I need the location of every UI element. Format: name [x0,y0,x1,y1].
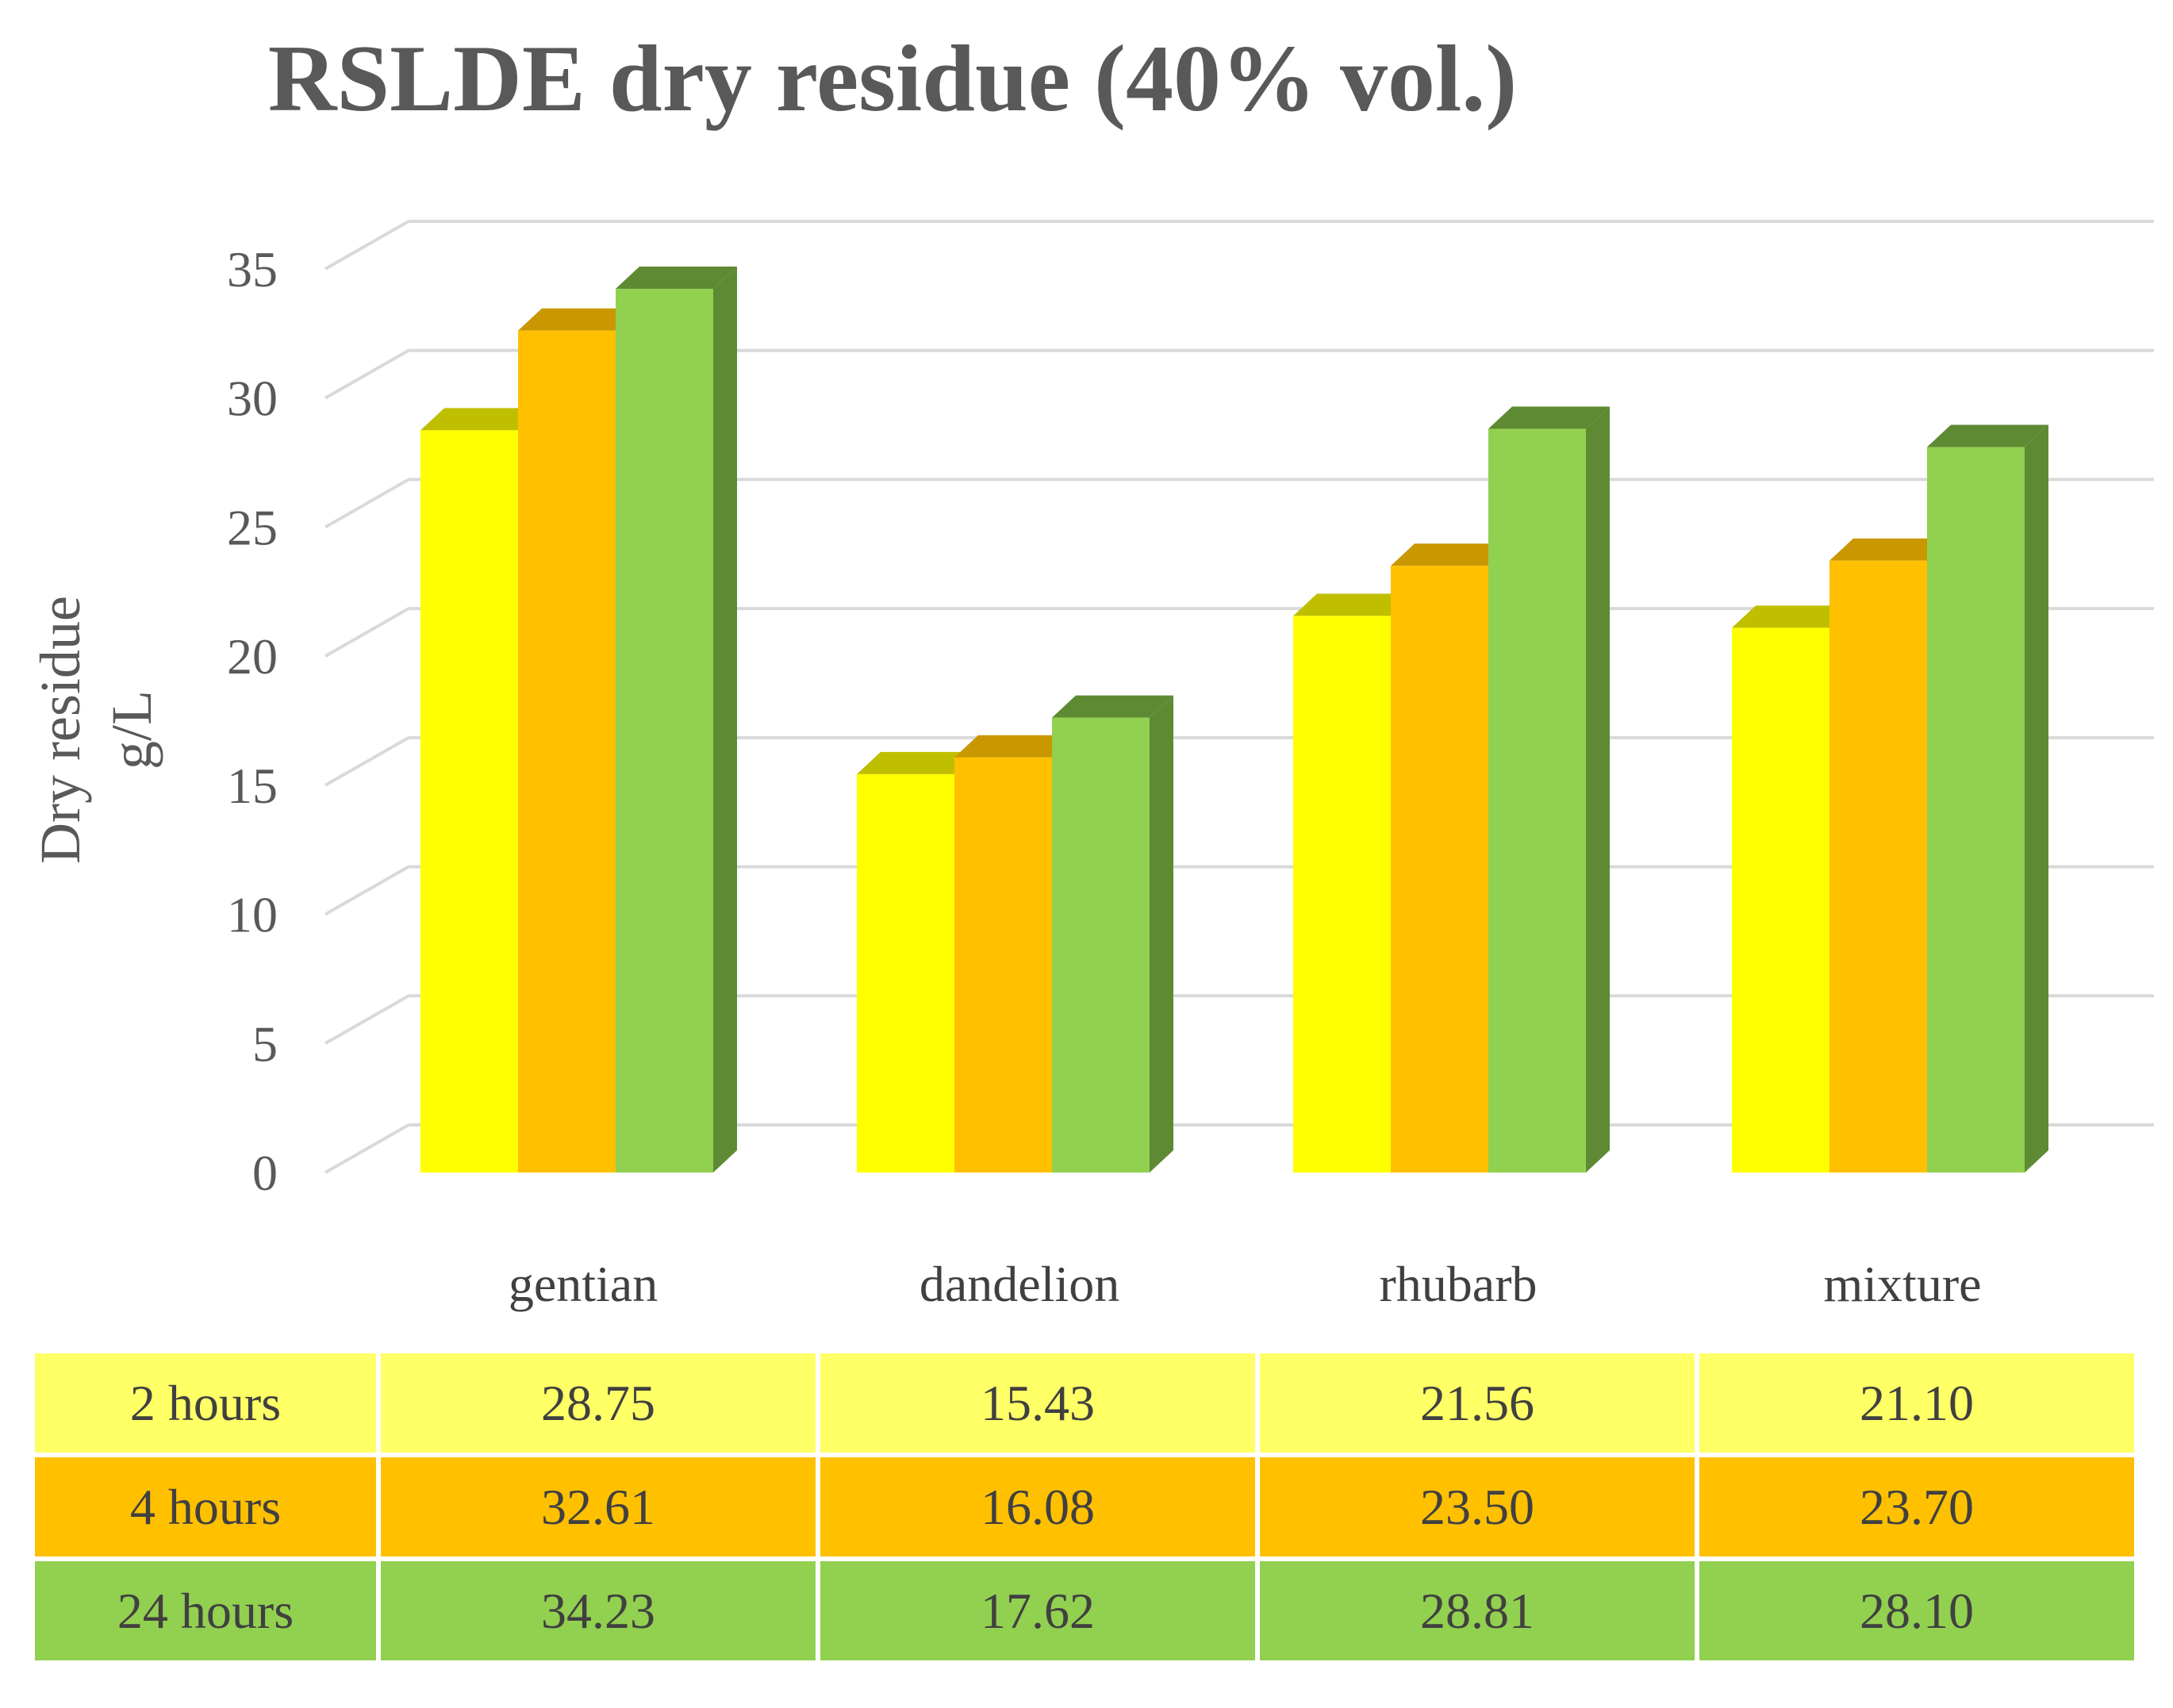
series-label: 2 hours [35,1353,376,1453]
table-cell: 34.23 [381,1561,816,1660]
gridline-depth [324,607,409,658]
chart-title: RSLDE dry residue (40% vol.) [267,25,1518,131]
y-axis-title-line-2: g/L [100,690,163,770]
bar-top [954,735,1076,758]
bar-top [1293,593,1415,616]
bar-mixture-4-hours [1829,538,1951,1173]
x-axis-categories: gentian dandelion rhubarb mixture [509,1256,1982,1312]
bar-gentian-4-hours [518,308,639,1173]
bar-front [1293,616,1391,1173]
bar-top [420,408,542,431]
bar-front [1052,717,1150,1173]
bar-dandelion-24-hours [1052,695,1173,1173]
y-tick-label: 25 [227,499,278,555]
gridline-depth [324,220,409,271]
x-category-label: rhubarb [1379,1256,1537,1312]
bar-side [1150,695,1173,1173]
y-tick-label: 0 [252,1145,278,1201]
bar-rhubarb-2-hours [1293,593,1415,1173]
bar-dandelion-2-hours [857,751,978,1173]
bar-front [1927,447,2025,1173]
gridline-depth [324,994,409,1046]
table-cell: 32.61 [381,1457,816,1556]
y-axis-title-line-1: Dry residue [29,596,92,864]
gridline-depth [324,348,409,400]
table-cell: 28.81 [1260,1561,1695,1660]
x-category-label: gentian [509,1256,658,1312]
table-row: 24 hours 34.23 17.62 28.81 28.10 [35,1561,2134,1660]
bar-front [1488,428,1586,1173]
gridline-depth [324,865,409,916]
bar-front [857,773,954,1173]
bar-top [518,308,639,331]
y-tick-label: 30 [227,370,278,427]
x-category-label: dandelion [919,1256,1119,1312]
table-cell: 21.56 [1260,1353,1695,1453]
bar-side [2025,424,2048,1173]
gridline-depth [324,1123,409,1174]
bar-side [713,267,737,1173]
table-cell: 16.08 [820,1457,1255,1556]
bar-front [616,289,713,1173]
bar-top [1391,543,1512,566]
bar-gentian-2-hours [420,408,542,1173]
gridline-depth [324,478,409,529]
y-tick-label: 10 [227,887,278,943]
bar-front [1391,566,1488,1173]
bars [420,267,2048,1173]
table-cell: 23.50 [1260,1457,1695,1556]
bar-side [1586,406,1610,1173]
bar-top [1829,538,1951,561]
data-table: 2 hours 28.75 15.43 21.56 21.10 4 hours 32.61 1… [30,1349,2139,1665]
bar-rhubarb-24-hours [1488,406,1610,1173]
y-tick-label: 20 [227,628,278,685]
bar-front [954,757,1052,1173]
y-axis-ticks: 0 5 10 15 20 25 30 35 [227,241,278,1201]
bar-front [1732,628,1829,1173]
gridline-depth [324,736,409,787]
table-cell: 15.43 [820,1353,1255,1453]
series-label: 24 hours [35,1561,376,1660]
series-label: 4 hours [35,1457,376,1556]
y-tick-label: 15 [227,758,278,814]
y-tick-label: 35 [227,241,278,297]
table-row: 2 hours 28.75 15.43 21.56 21.10 [35,1353,2134,1453]
chart-plot: 0 5 10 15 20 25 30 35 gentian dandelion rhubarb mi… [29,220,2154,1312]
x-category-label: mixture [1823,1256,1981,1312]
table-cell: 17.62 [820,1561,1255,1660]
bar-rhubarb-4-hours [1391,543,1512,1173]
bar-top [1927,424,2048,447]
bar-top [1052,695,1173,718]
bar-top [1488,406,1610,429]
bar-mixture-24-hours [1927,424,2048,1173]
bar-mixture-2-hours [1732,605,1853,1173]
table-cell: 23.70 [1699,1457,2134,1556]
bar-front [1829,560,1927,1173]
bar-top [857,751,978,774]
bar-front [420,430,518,1173]
bar-front [518,330,616,1173]
table-row: 4 hours 32.61 16.08 23.50 23.70 [35,1457,2134,1556]
table-cell: 21.10 [1699,1353,2134,1453]
bar-gentian-24-hours [616,267,737,1173]
bar-top [1732,605,1853,628]
table-cell: 28.75 [381,1353,816,1453]
bar-dandelion-4-hours [954,735,1076,1173]
bar-top [616,267,737,290]
y-tick-label: 5 [252,1015,278,1072]
table-cell: 28.10 [1699,1561,2134,1660]
